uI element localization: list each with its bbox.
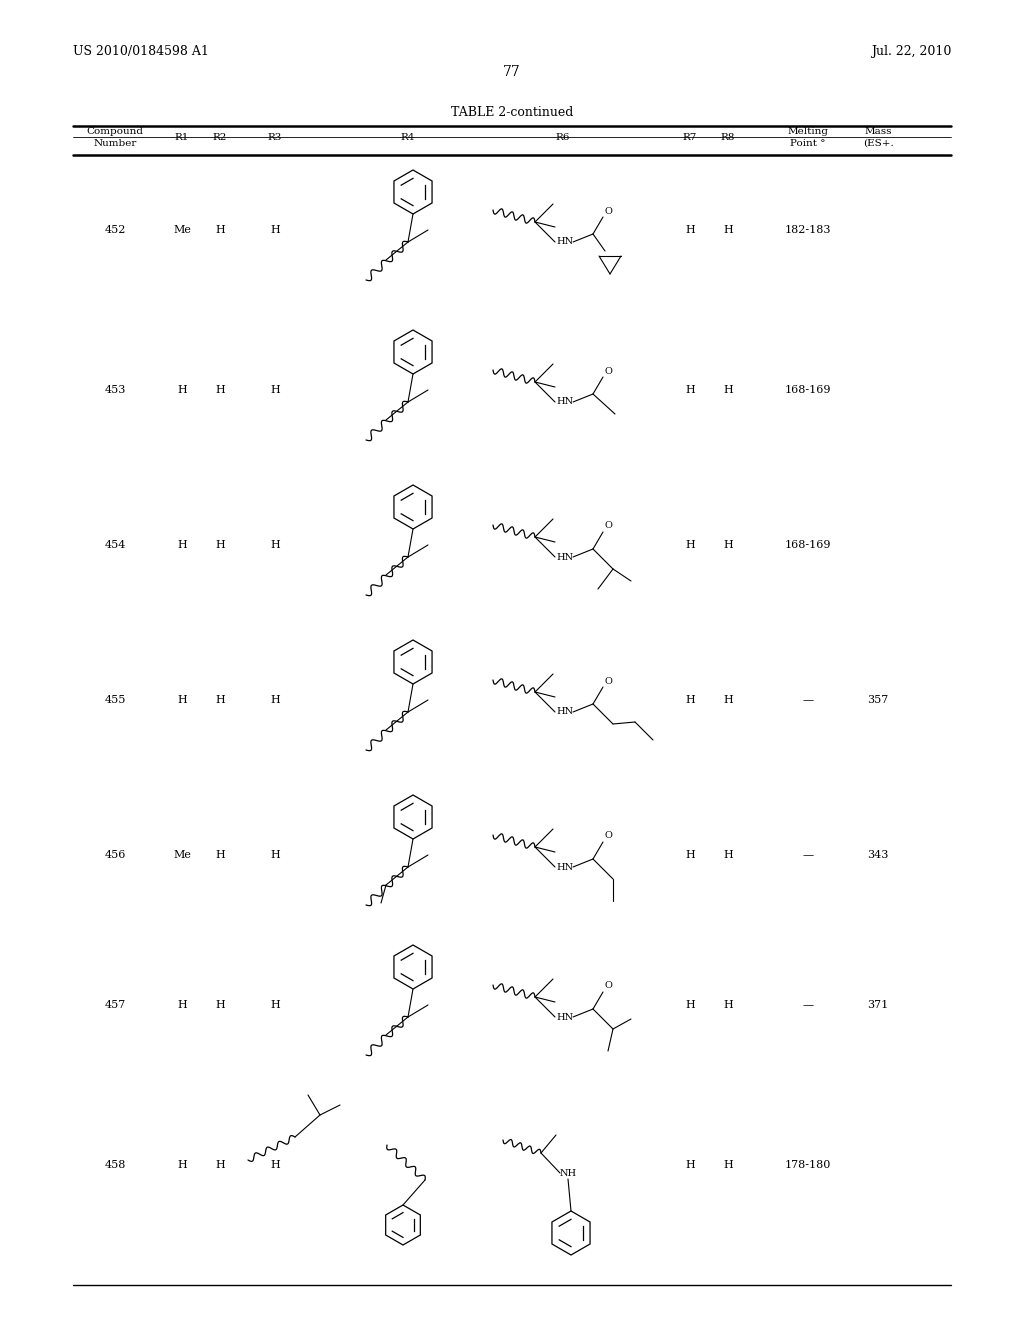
Text: H: H: [215, 1160, 225, 1170]
Text: 452: 452: [104, 224, 126, 235]
Text: H: H: [685, 696, 695, 705]
Text: H: H: [723, 540, 733, 550]
Text: H: H: [177, 1160, 186, 1170]
Text: 371: 371: [867, 1001, 889, 1010]
Text: HN: HN: [556, 862, 573, 871]
Text: R6: R6: [556, 132, 570, 141]
Text: 458: 458: [104, 1160, 126, 1170]
Text: O: O: [604, 206, 612, 215]
Text: R2: R2: [213, 132, 227, 141]
Text: H: H: [685, 385, 695, 395]
Text: NH: NH: [559, 1168, 577, 1177]
Text: O: O: [604, 367, 612, 375]
Text: 454: 454: [104, 540, 126, 550]
Text: O: O: [604, 521, 612, 531]
Text: (ES+.: (ES+.: [862, 139, 893, 148]
Text: 77: 77: [503, 65, 521, 79]
Text: H: H: [270, 1160, 280, 1170]
Text: HN: HN: [556, 397, 573, 407]
Text: H: H: [270, 696, 280, 705]
Text: HN: HN: [556, 708, 573, 717]
Text: 457: 457: [104, 1001, 126, 1010]
Text: H: H: [270, 850, 280, 861]
Text: H: H: [685, 540, 695, 550]
Text: HN: HN: [556, 1012, 573, 1022]
Text: H: H: [270, 385, 280, 395]
Text: R7: R7: [683, 132, 697, 141]
Text: Point °: Point °: [791, 139, 825, 148]
Text: H: H: [685, 224, 695, 235]
Text: H: H: [685, 850, 695, 861]
Text: H: H: [270, 1001, 280, 1010]
Text: H: H: [723, 1160, 733, 1170]
Text: —: —: [803, 696, 813, 705]
Text: R3: R3: [268, 132, 283, 141]
Text: H: H: [723, 224, 733, 235]
Text: R8: R8: [721, 132, 735, 141]
Text: HN: HN: [556, 238, 573, 247]
Text: O: O: [604, 832, 612, 841]
Text: H: H: [270, 224, 280, 235]
Text: Me: Me: [173, 224, 190, 235]
Text: Melting: Melting: [787, 127, 828, 136]
Text: H: H: [723, 385, 733, 395]
Text: H: H: [685, 1160, 695, 1170]
Text: Jul. 22, 2010: Jul. 22, 2010: [870, 45, 951, 58]
Text: US 2010/0184598 A1: US 2010/0184598 A1: [73, 45, 209, 58]
Text: H: H: [215, 850, 225, 861]
Text: —: —: [803, 1001, 813, 1010]
Text: H: H: [215, 696, 225, 705]
Text: 357: 357: [867, 696, 889, 705]
Text: Mass: Mass: [864, 127, 892, 136]
Text: H: H: [723, 850, 733, 861]
Text: 168-169: 168-169: [784, 385, 831, 395]
Text: R4: R4: [400, 132, 415, 141]
Text: Me: Me: [173, 850, 190, 861]
Text: HN: HN: [556, 553, 573, 561]
Text: H: H: [723, 1001, 733, 1010]
Text: H: H: [177, 696, 186, 705]
Text: H: H: [685, 1001, 695, 1010]
Text: H: H: [177, 1001, 186, 1010]
Text: H: H: [270, 540, 280, 550]
Text: R1: R1: [175, 132, 189, 141]
Text: O: O: [604, 982, 612, 990]
Text: 455: 455: [104, 696, 126, 705]
Text: H: H: [215, 540, 225, 550]
Text: 178-180: 178-180: [784, 1160, 831, 1170]
Text: H: H: [215, 1001, 225, 1010]
Text: 182-183: 182-183: [784, 224, 831, 235]
Text: H: H: [177, 540, 186, 550]
Text: 168-169: 168-169: [784, 540, 831, 550]
Text: Number: Number: [93, 139, 136, 148]
Text: —: —: [803, 850, 813, 861]
Text: 343: 343: [867, 850, 889, 861]
Text: H: H: [215, 224, 225, 235]
Text: Compound: Compound: [86, 127, 143, 136]
Text: H: H: [177, 385, 186, 395]
Text: H: H: [723, 696, 733, 705]
Text: TABLE 2-continued: TABLE 2-continued: [451, 107, 573, 120]
Text: H: H: [215, 385, 225, 395]
Text: O: O: [604, 676, 612, 685]
Text: 456: 456: [104, 850, 126, 861]
Text: 453: 453: [104, 385, 126, 395]
